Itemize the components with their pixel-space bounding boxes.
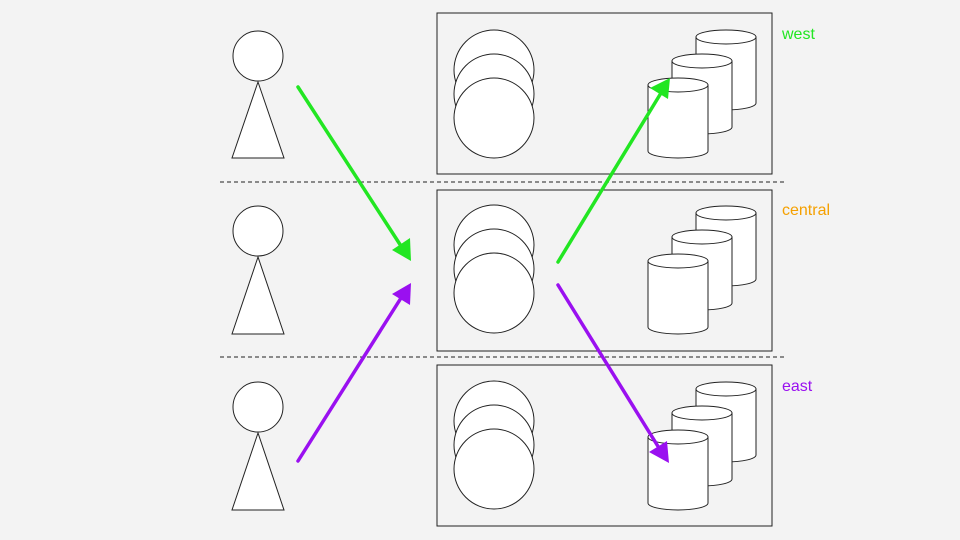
server-stack-west <box>453 29 535 159</box>
arrow-central-to-east-database <box>556 283 669 463</box>
person-body-icon <box>231 80 285 159</box>
region-label-east: east <box>782 378 813 395</box>
person-head-icon <box>232 30 284 82</box>
database-stack-west <box>647 29 757 159</box>
server-icon <box>453 252 535 334</box>
person-body-icon <box>231 431 285 511</box>
server-stack-east <box>453 380 535 510</box>
database-stack-east <box>647 381 757 511</box>
database-icon <box>647 253 709 335</box>
user-central <box>231 205 285 335</box>
region-label-west: west <box>782 26 815 43</box>
server-icon <box>453 77 535 159</box>
arrow-central-to-west-database <box>556 78 670 264</box>
server-icon <box>453 428 535 510</box>
arrow-east-user-to-central <box>296 283 411 463</box>
person-head-icon <box>232 381 284 433</box>
user-west <box>231 30 285 159</box>
arrow-west-user-to-central <box>296 85 411 261</box>
person-head-icon <box>232 205 284 257</box>
person-body-icon <box>231 255 285 335</box>
region-label-central: central <box>782 202 831 219</box>
database-stack-central <box>647 205 757 335</box>
server-stack-central <box>453 204 535 334</box>
user-east <box>231 381 285 511</box>
